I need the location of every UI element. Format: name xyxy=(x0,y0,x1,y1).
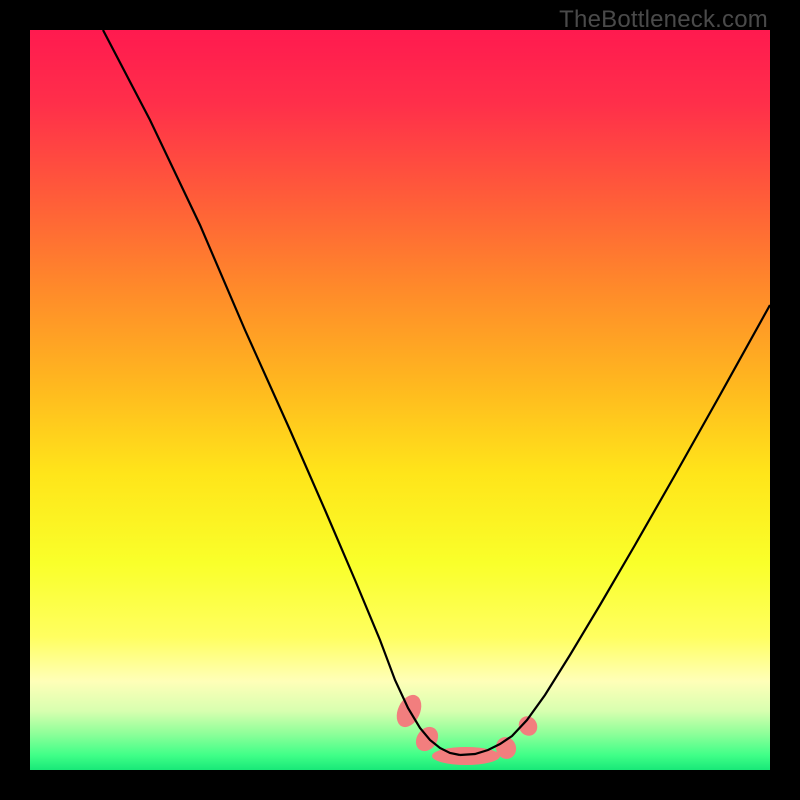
right-curve-path xyxy=(460,305,770,755)
watermark-text: TheBottleneck.com xyxy=(559,6,768,34)
overlay-marker xyxy=(411,723,442,756)
curve-layer xyxy=(0,0,800,800)
left-curve-path xyxy=(103,30,460,755)
chart-canvas: TheBottleneck.com xyxy=(0,0,800,800)
